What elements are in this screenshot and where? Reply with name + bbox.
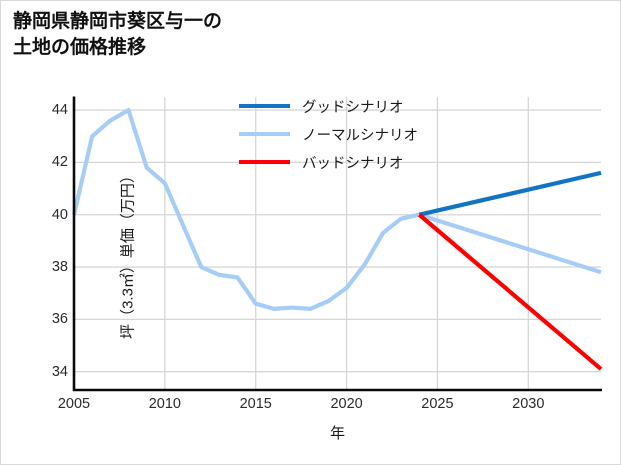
legend-item[interactable]: ノーマルシナリオ bbox=[239, 120, 489, 148]
plot-area bbox=[71, 96, 603, 392]
y-axis-label: 坪（3.3㎡）単価（万円） bbox=[119, 168, 137, 339]
series-line bbox=[417, 213, 603, 371]
legend-item-label: バッドシナリオ bbox=[302, 155, 404, 172]
x-axis-tick-labels: 2005 2010 2015 2020 2025 2030 bbox=[58, 396, 601, 418]
legend-item[interactable]: グッドシナリオ bbox=[239, 92, 489, 120]
legend-item-label: ノーマルシナリオ bbox=[302, 127, 418, 144]
x-axis-tick-label: 2030 bbox=[512, 396, 545, 412]
x-axis-tick-label: 2010 bbox=[148, 396, 181, 412]
y-axis-tick-label: 40 bbox=[51, 206, 68, 223]
legend-item-label: グッドシナリオ bbox=[302, 99, 404, 116]
y-axis-tick-label: 42 bbox=[51, 154, 68, 171]
legend-swatch-line-icon bbox=[239, 104, 290, 108]
y-axis-tick-label: 44 bbox=[51, 102, 68, 119]
y-axis-tick-label: 34 bbox=[51, 363, 68, 380]
x-axis-tick-label: 2015 bbox=[239, 396, 272, 412]
legend-swatch-line-icon bbox=[239, 160, 290, 164]
x-axis-label: 年 bbox=[329, 425, 345, 442]
legend-item[interactable]: バッドシナリオ bbox=[239, 148, 489, 176]
chart-legend: グッドシナリオ ノーマルシナリオ バッドシナリオ bbox=[239, 92, 489, 176]
series-line bbox=[418, 170, 602, 217]
x-axis-tick-label: 2025 bbox=[421, 396, 454, 412]
legend-swatch-line-icon bbox=[239, 132, 290, 136]
x-axis-tick-label: 2020 bbox=[330, 396, 363, 412]
x-axis-tick-label: 2005 bbox=[57, 396, 91, 412]
y-axis-tick-labels: 34 36 38 40 42 44 bbox=[34, 97, 68, 390]
chart-canvas bbox=[71, 96, 603, 392]
page-title: 静岡県静岡市葵区与一の 土地の価格推移 bbox=[13, 11, 223, 59]
y-axis-tick-label: 38 bbox=[51, 259, 68, 276]
series-line bbox=[71, 107, 602, 311]
y-axis-tick-label: 36 bbox=[51, 311, 68, 328]
